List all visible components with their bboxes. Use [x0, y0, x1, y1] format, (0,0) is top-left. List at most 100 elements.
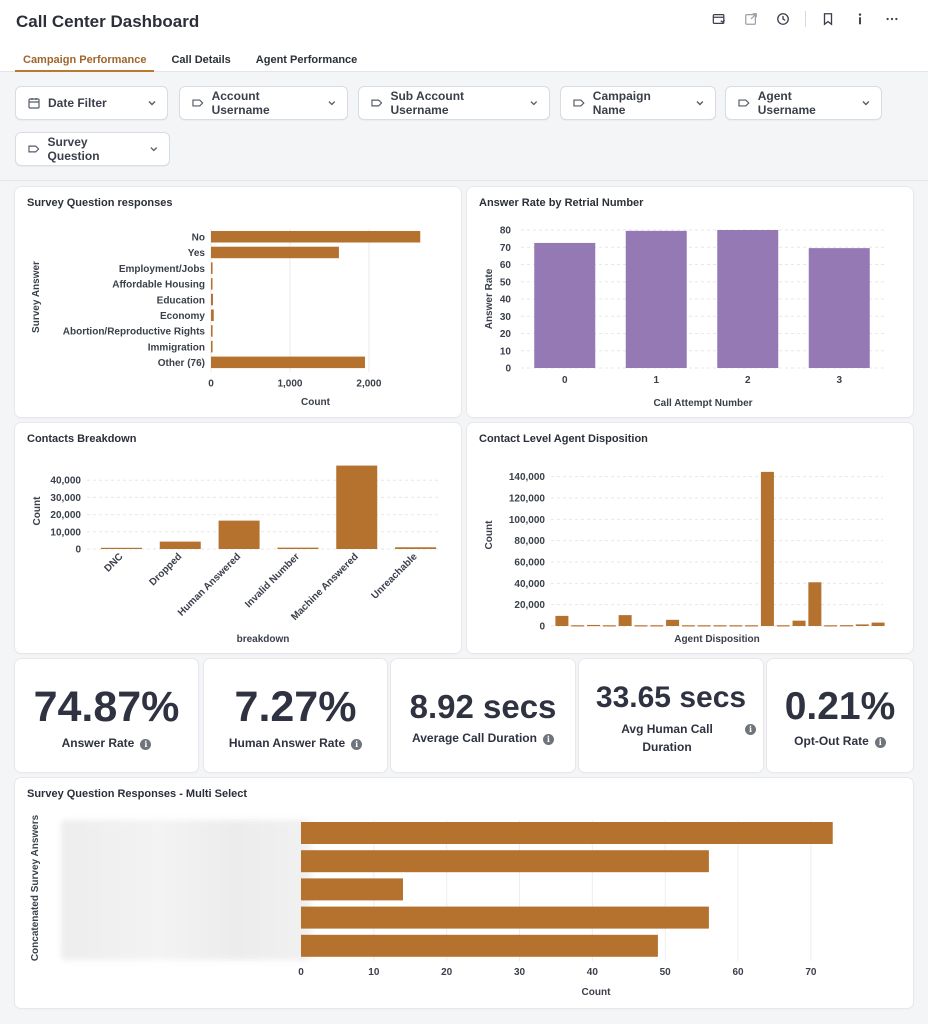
kpi-human-answer-rate: 7.27% Human Answer Rate i	[204, 659, 387, 772]
tick-label: 10	[368, 967, 380, 978]
bar	[808, 582, 822, 626]
bar	[697, 625, 711, 627]
bar	[681, 625, 695, 627]
tick-label: 40	[587, 967, 599, 978]
bar	[211, 340, 213, 353]
sub-account-username-label: Sub Account Username	[390, 89, 465, 117]
bar	[211, 309, 214, 321]
chevron-down-icon	[530, 101, 538, 106]
tick-label: 60	[732, 967, 744, 978]
bar	[587, 624, 601, 627]
x-axis-label: breakdown	[237, 634, 290, 645]
bar	[808, 248, 870, 368]
sub-account-username-filter[interactable]: Sub Account Username	[358, 86, 550, 120]
info-icon[interactable]: i	[351, 739, 363, 750]
tag-icon	[28, 145, 40, 153]
tick-label: 60,000	[514, 558, 545, 569]
bar	[211, 356, 365, 369]
bar	[634, 625, 648, 627]
account-username-filter[interactable]: Account Username	[179, 86, 348, 120]
bar	[395, 547, 437, 549]
info-icon[interactable]: i	[874, 737, 886, 748]
info-icon[interactable]	[844, 10, 876, 28]
date-filter-button[interactable]: Date Filter	[15, 86, 168, 120]
bar	[301, 822, 833, 844]
bar	[211, 246, 339, 259]
kpi-value: 7.27%	[234, 683, 357, 731]
tick-label: 1,000	[277, 378, 302, 389]
tick-label: 30,000	[50, 493, 81, 504]
schedule-email-icon[interactable]	[703, 10, 735, 28]
bar	[571, 625, 585, 627]
tick-label: DNC	[102, 551, 125, 574]
export-icon[interactable]	[735, 10, 767, 28]
bar	[159, 541, 201, 549]
bar	[666, 619, 680, 626]
tick-label: 1	[653, 375, 659, 386]
card-title: Survey Question Responses - Multi Select	[27, 788, 248, 800]
kpi-value: 0.21%	[784, 685, 896, 728]
bar	[211, 231, 421, 243]
tick-label: 80,000	[514, 536, 545, 547]
chevron-down-icon	[862, 101, 870, 106]
tab-agent-performance[interactable]: Agent Performance	[255, 54, 358, 66]
y-axis-label: Count	[32, 496, 43, 526]
x-axis-label: Call Attempt Number	[653, 398, 752, 409]
more-icon[interactable]	[876, 10, 908, 28]
tick-label: 120,000	[509, 494, 546, 505]
category-label: No	[192, 233, 205, 244]
info-icon[interactable]: i	[140, 739, 152, 750]
tag-icon	[573, 99, 585, 107]
history-icon[interactable]	[767, 10, 799, 28]
category-label: Education	[157, 295, 205, 306]
answer-rate-by-retrial-chart: 0 10 20 30 40 50 60 70 80 0 1 2 3 Call Attempt Number…	[484, 226, 887, 409]
survey-question-filter[interactable]: Survey Question	[15, 132, 170, 166]
info-icon[interactable]: i	[542, 734, 554, 745]
kpi-label-line1: Avg Human Call	[621, 722, 713, 736]
bar	[301, 934, 658, 957]
tick-label: 140,000	[509, 472, 546, 483]
survey-responses-chart: 0 1,000 2,000 No Yes Employment/Jobs Affordabl…	[31, 229, 421, 408]
bar	[713, 625, 727, 627]
bar	[534, 242, 596, 368]
toolbar-divider	[805, 11, 806, 27]
category-label: Economy	[160, 311, 205, 322]
tab-call-details[interactable]: Call Details	[171, 54, 231, 66]
category-label: Affordable Housing	[112, 280, 205, 291]
bar	[277, 547, 319, 549]
tag-icon	[192, 99, 204, 107]
info-icon[interactable]: i	[745, 724, 756, 735]
kpi-value: 8.92 secs	[409, 688, 557, 725]
category-label: Immigration	[148, 342, 205, 353]
bar	[839, 625, 853, 627]
tick-label: 0	[505, 364, 511, 375]
survey-question-label: Survey Question	[47, 135, 100, 163]
kpi-label: Human Answer Rate i	[204, 734, 387, 752]
campaign-name-filter[interactable]: Campaign Name	[560, 86, 716, 120]
bar	[792, 620, 806, 626]
bookmark-icon[interactable]	[812, 10, 844, 28]
tick-label: 40,000	[514, 579, 545, 590]
bar	[729, 625, 743, 627]
category-label: Employment/Jobs	[119, 264, 206, 275]
bar	[717, 230, 779, 368]
kpi-label: Opt-Out Rate i	[767, 732, 913, 750]
kpi-label-line2: Duration	[642, 740, 692, 754]
kpi-label-text: Human Answer Rate	[228, 736, 346, 750]
account-username-label: Account Username	[211, 89, 270, 117]
tag-icon	[371, 99, 383, 107]
top-bar: Call Center Dashboard Campaign Performan…	[0, 0, 928, 72]
bar	[100, 547, 142, 549]
tick-label: 20	[500, 329, 512, 340]
y-axis-label: Answer Rate	[484, 268, 495, 329]
date-filter-label: Date Filter	[48, 96, 107, 110]
kpi-label: Average Call Duration i	[391, 729, 575, 747]
bar	[211, 262, 213, 274]
bar	[602, 625, 616, 627]
bar	[211, 293, 213, 306]
card-title: Contacts Breakdown	[27, 433, 137, 445]
tab-campaign-performance[interactable]: Campaign Performance	[15, 50, 155, 72]
agent-username-filter[interactable]: Agent Username	[725, 86, 882, 120]
tick-label: Invalid Number	[243, 551, 302, 610]
bar	[301, 850, 709, 873]
